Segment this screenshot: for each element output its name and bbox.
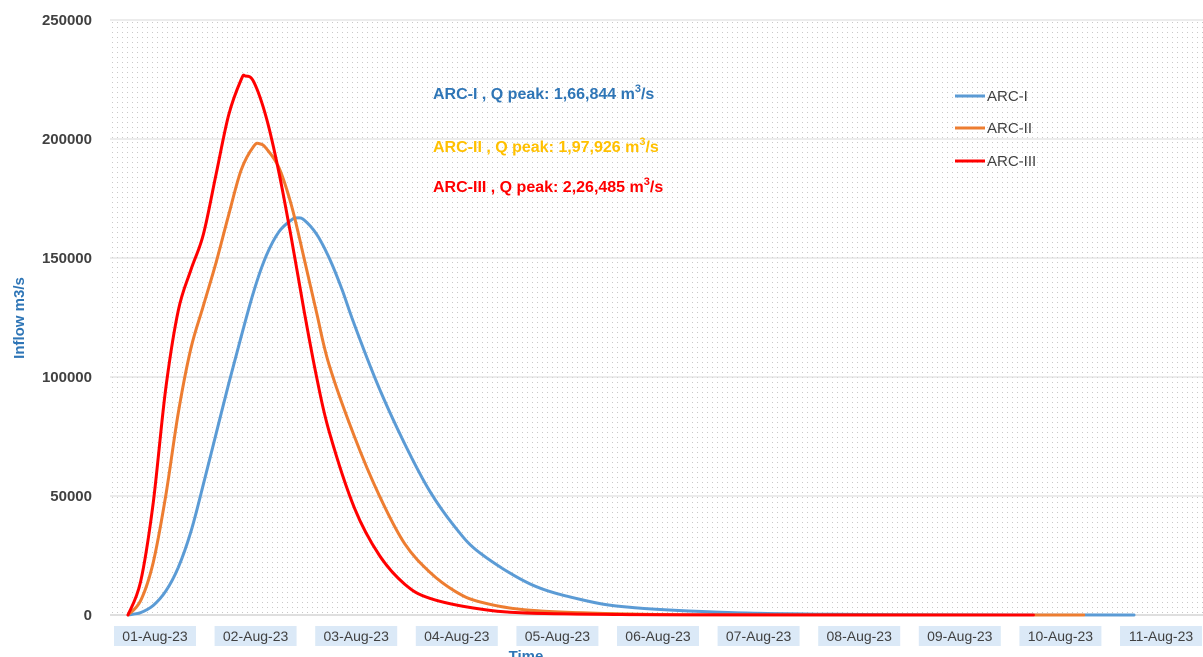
x-tick-label: 03-Aug-23 [324, 628, 390, 644]
peak-annotation-arc-iii: ARC-III , Q peak: 2,26,485 m3/s [433, 176, 663, 196]
y-tick-label: 250000 [42, 12, 92, 29]
y-axis-title: Inflow m3/s [11, 277, 28, 359]
legend-label-arc-ii: ARC-II [987, 120, 1032, 137]
x-axis-ticks: 01-Aug-23 02-Aug-23 03-Aug-23 04-Aug-23 05-A… [114, 626, 1202, 646]
x-tick-label: 08-Aug-23 [827, 628, 893, 644]
annotation-text: ARC-I , Q peak: 1,66,844 m [433, 86, 635, 103]
y-tick-label: 200000 [42, 131, 92, 148]
x-tick-label: 05-Aug-23 [525, 628, 591, 644]
annotation-unit: /s [641, 86, 654, 103]
y-axis-ticks: 0 50000 100000 150000 200000 250000 [42, 12, 92, 624]
y-tick-label: 0 [84, 607, 92, 624]
y-tick-label: 50000 [50, 488, 92, 505]
y-tick-label: 100000 [42, 369, 92, 386]
x-tick-label: 11-Aug-23 [1129, 628, 1194, 644]
peak-annotation-arc-i: ARC-I , Q peak: 1,66,844 m3/s [433, 83, 654, 103]
x-tick-label: 02-Aug-23 [223, 628, 289, 644]
peak-annotations: ARC-I , Q peak: 1,66,844 m3/s ARC-II , Q … [433, 83, 663, 196]
x-tick-label: 07-Aug-23 [726, 628, 792, 644]
x-tick-label: 06-Aug-23 [625, 628, 691, 644]
x-tick-label: 09-Aug-23 [927, 628, 993, 644]
legend-label-arc-iii: ARC-III [987, 153, 1036, 170]
y-tick-label: 150000 [42, 250, 92, 267]
x-tick-label: 01-Aug-23 [122, 628, 188, 644]
peak-annotation-arc-ii: ARC-II , Q peak: 1,97,926 m3/s [433, 136, 659, 156]
x-axis-title: Time [509, 648, 544, 657]
x-tick-label: 10-Aug-23 [1028, 628, 1094, 644]
legend-label-arc-i: ARC-I [987, 88, 1028, 105]
annotation-text: ARC-III , Q peak: 2,26,485 m [433, 179, 644, 196]
annotation-unit: /s [650, 179, 663, 196]
plot-area [110, 20, 1203, 615]
x-tick-label: 04-Aug-23 [424, 628, 490, 644]
annotation-text: ARC-II , Q peak: 1,97,926 m [433, 139, 639, 156]
annotation-unit: /s [645, 139, 658, 156]
